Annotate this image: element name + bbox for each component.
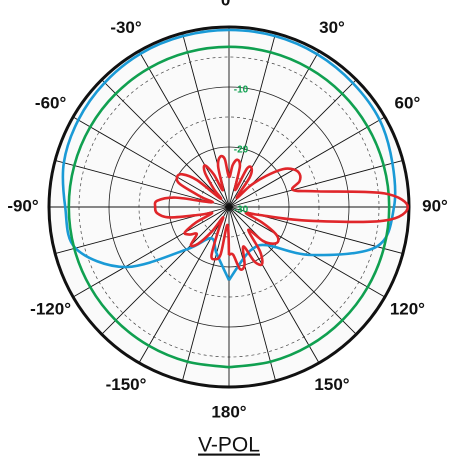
- spoke: [101, 79, 230, 208]
- angle-tick-label: -30°: [110, 18, 142, 37]
- spoke: [228, 206, 320, 364]
- spoke: [72, 206, 230, 298]
- pattern-line: [153, 154, 410, 271]
- angle-tick-label: -90°: [7, 196, 39, 215]
- spoke: [101, 206, 230, 335]
- angle-tick-label: 120°: [390, 299, 425, 318]
- radial-tick-label: -30: [234, 205, 249, 216]
- angle-tick-label: 0°: [221, 0, 237, 9]
- spoke: [228, 116, 386, 208]
- spoke: [181, 206, 230, 381]
- radial-tick-label: -20: [234, 145, 249, 156]
- chart-title: V-POL: [198, 434, 260, 457]
- spoke: [72, 116, 230, 208]
- angle-tick-label: -60°: [35, 93, 67, 112]
- spoke: [228, 50, 320, 208]
- spoke: [228, 159, 403, 208]
- angle-tick-label: 30°: [319, 18, 345, 37]
- pattern-line: [67, 45, 391, 369]
- spoke: [228, 206, 277, 381]
- spoke: [228, 206, 357, 335]
- radial-tick-label: -10: [234, 85, 249, 96]
- angle-tick-label: -150°: [106, 375, 147, 394]
- spoke: [138, 50, 230, 208]
- pattern-line: [61, 28, 397, 281]
- angle-tick-label: 180°: [211, 402, 246, 421]
- angle-tick-label: 150°: [314, 375, 349, 394]
- angle-tick-label: 60°: [395, 93, 421, 112]
- angle-tick-label: -120°: [30, 299, 71, 318]
- spoke: [55, 159, 230, 208]
- spoke: [138, 206, 230, 364]
- angle-tick-label: 90°: [422, 196, 448, 215]
- spoke: [228, 206, 386, 298]
